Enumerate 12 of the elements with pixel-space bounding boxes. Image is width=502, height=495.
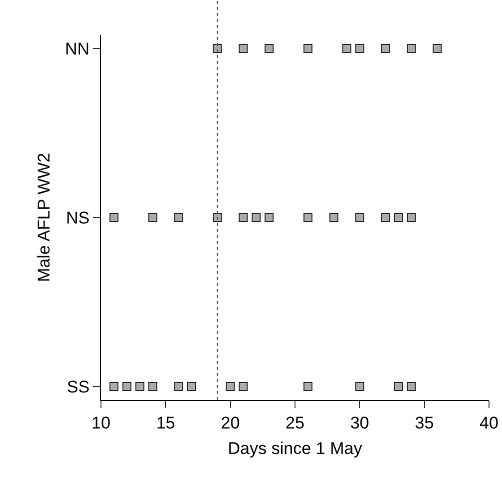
x-tick-label: 20 (220, 413, 240, 432)
y-axis-title: Male AFLP WW2 (34, 152, 54, 282)
y-tick-label: NS (66, 208, 90, 228)
y-tick-label: SS (66, 377, 90, 396)
x-tick-label: 40 (480, 413, 498, 432)
x-tick-label: 35 (414, 413, 434, 432)
x-tick-label: 25 (286, 413, 304, 432)
y-tick-label: NN (65, 39, 90, 58)
x-tick-label: 15 (156, 413, 176, 432)
x-tick-label: 10 (92, 413, 110, 432)
x-axis-title: Days since 1 May (228, 438, 363, 458)
x-tick-label: 30 (350, 413, 370, 432)
